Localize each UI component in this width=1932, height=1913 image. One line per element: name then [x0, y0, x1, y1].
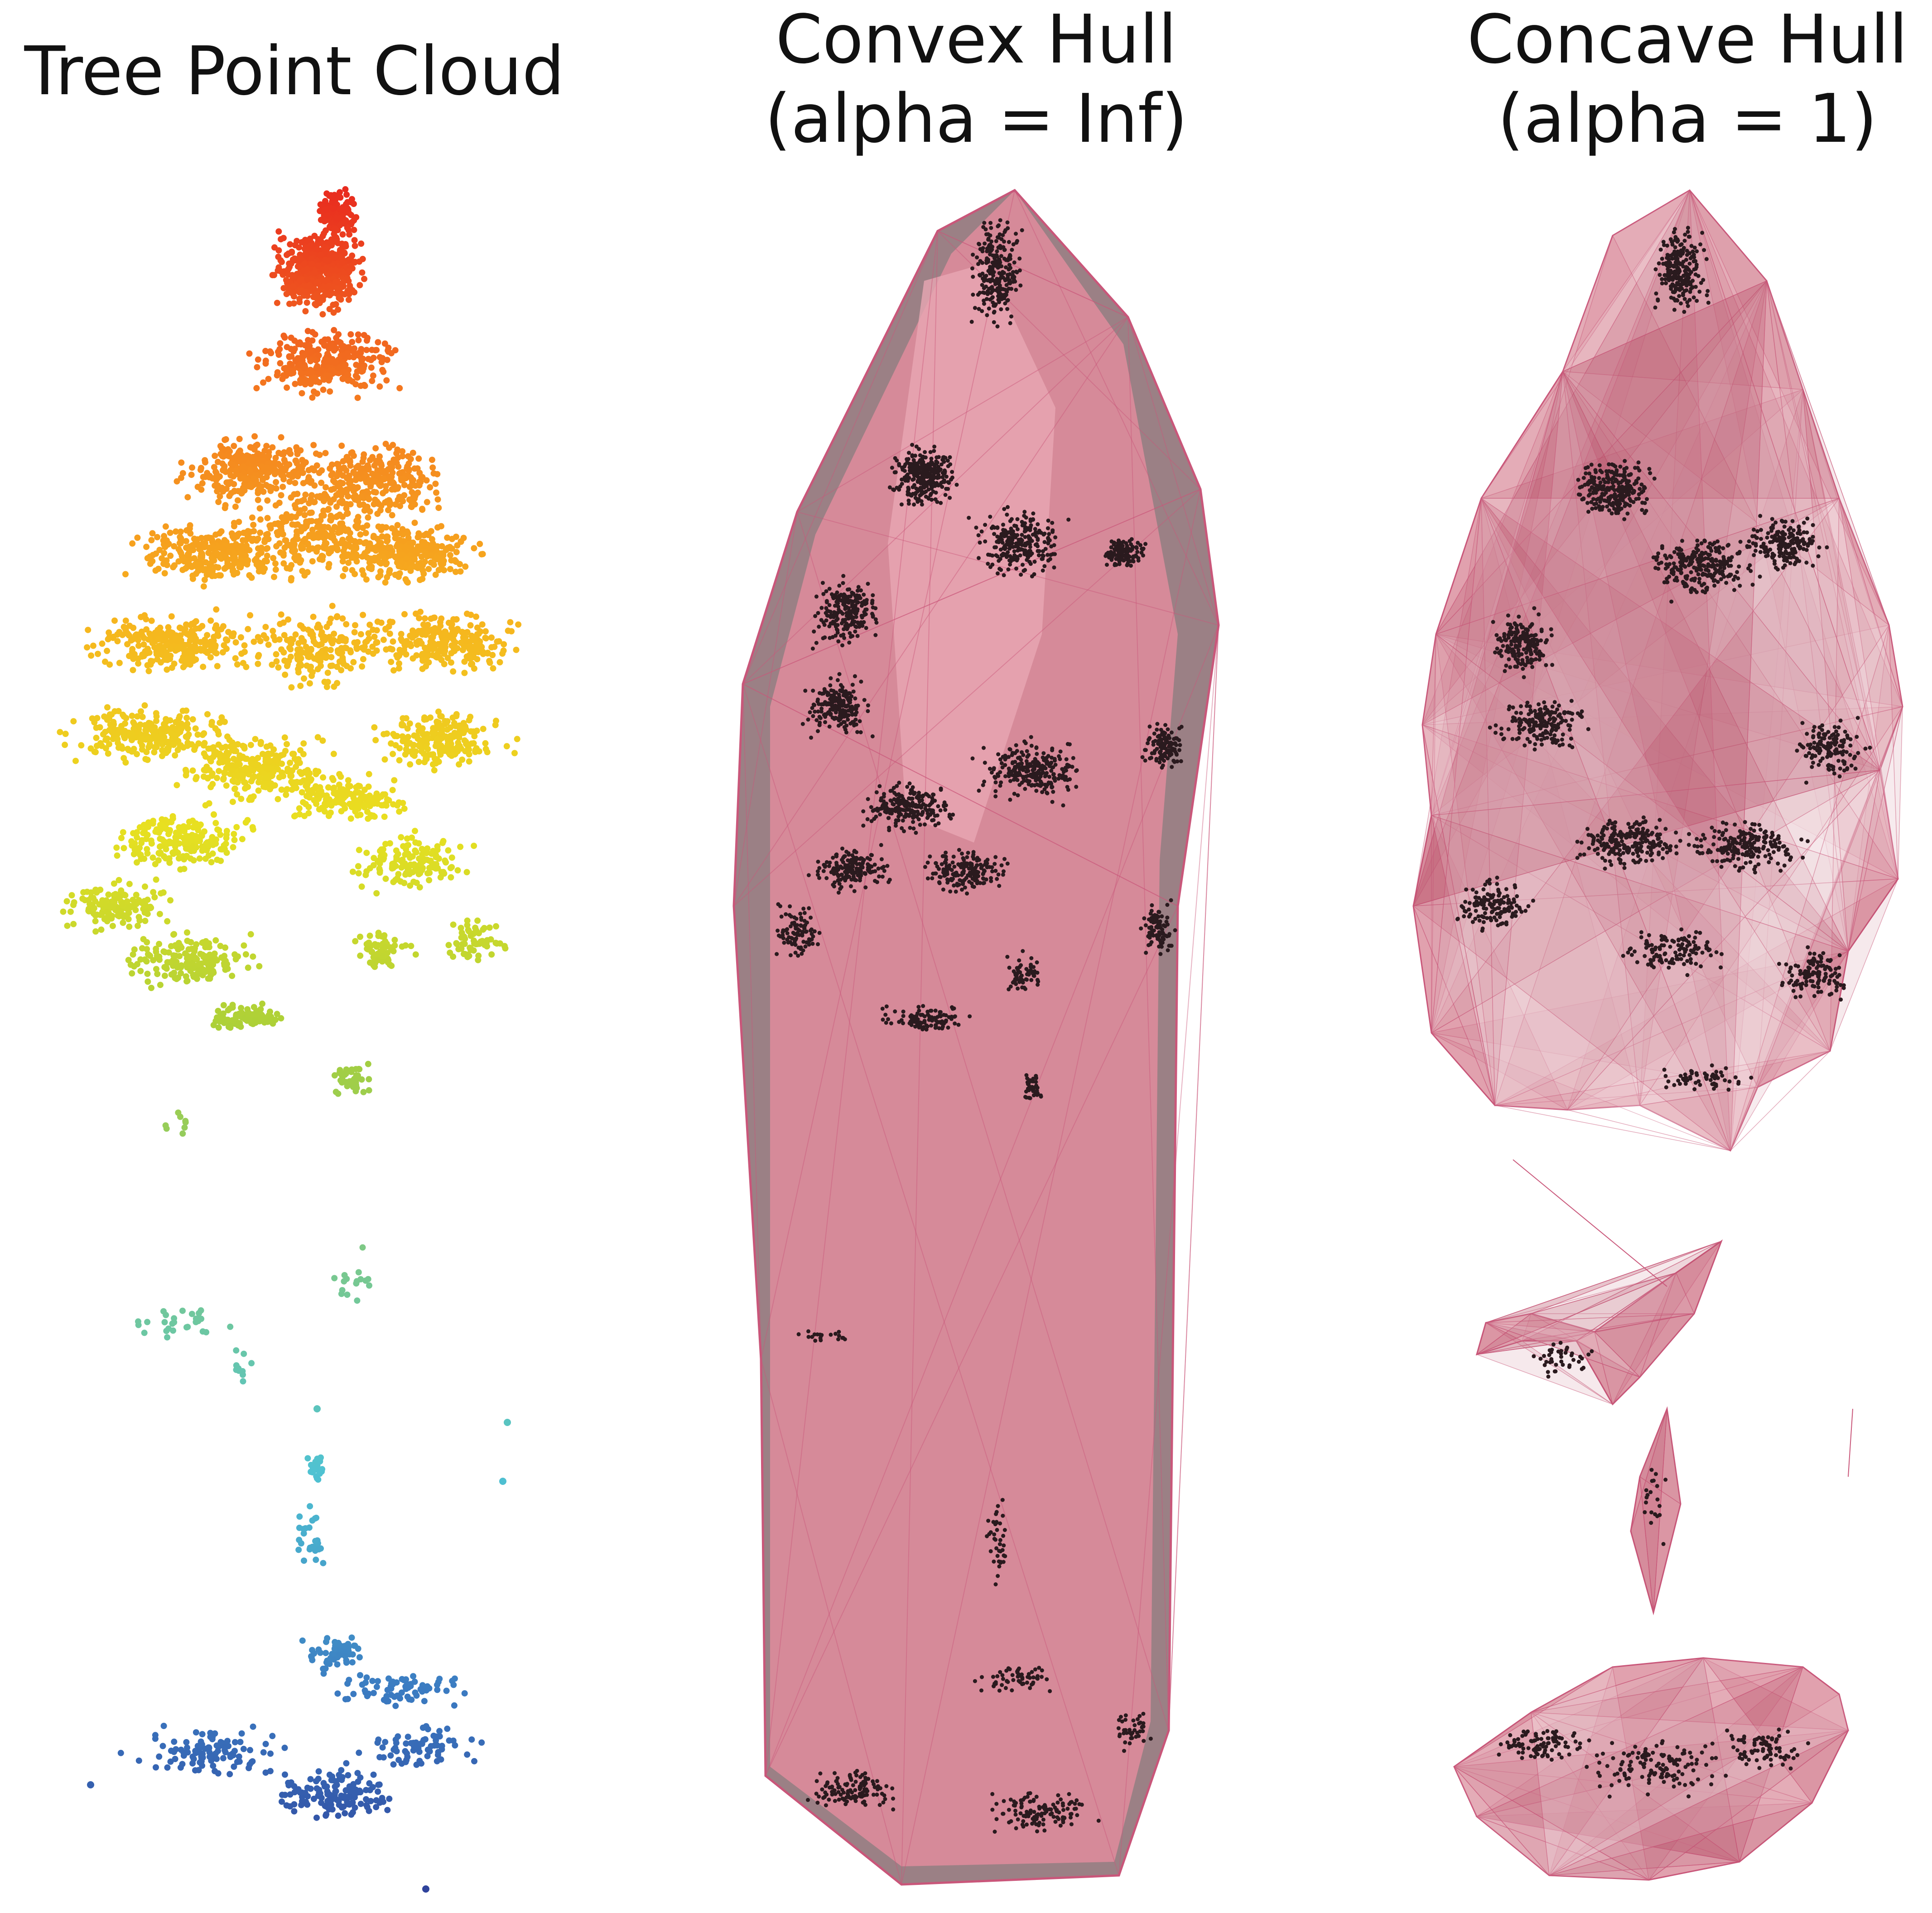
concave-hull-shape	[1412, 189, 1903, 1881]
title-line: (alpha = Inf)	[765, 79, 1188, 158]
convex-hull-shape	[732, 188, 1220, 1886]
title-line: Convex Hull	[776, 0, 1177, 78]
title-line: Tree Point Cloud	[24, 32, 565, 110]
tree-points	[57, 186, 522, 1893]
panel-title-concave-hull: Concave Hull (alpha = 1)	[1382, 0, 1932, 158]
title-line: (alpha = 1)	[1498, 79, 1877, 158]
title-line: Concave Hull	[1467, 0, 1908, 78]
convex-hull-points	[775, 218, 1184, 1834]
concave-hull-points	[1455, 226, 1872, 1799]
panel-title-tree-point-cloud: Tree Point Cloud	[0, 32, 589, 111]
panel-title-convex-hull: Convex Hull (alpha = Inf)	[670, 0, 1282, 158]
